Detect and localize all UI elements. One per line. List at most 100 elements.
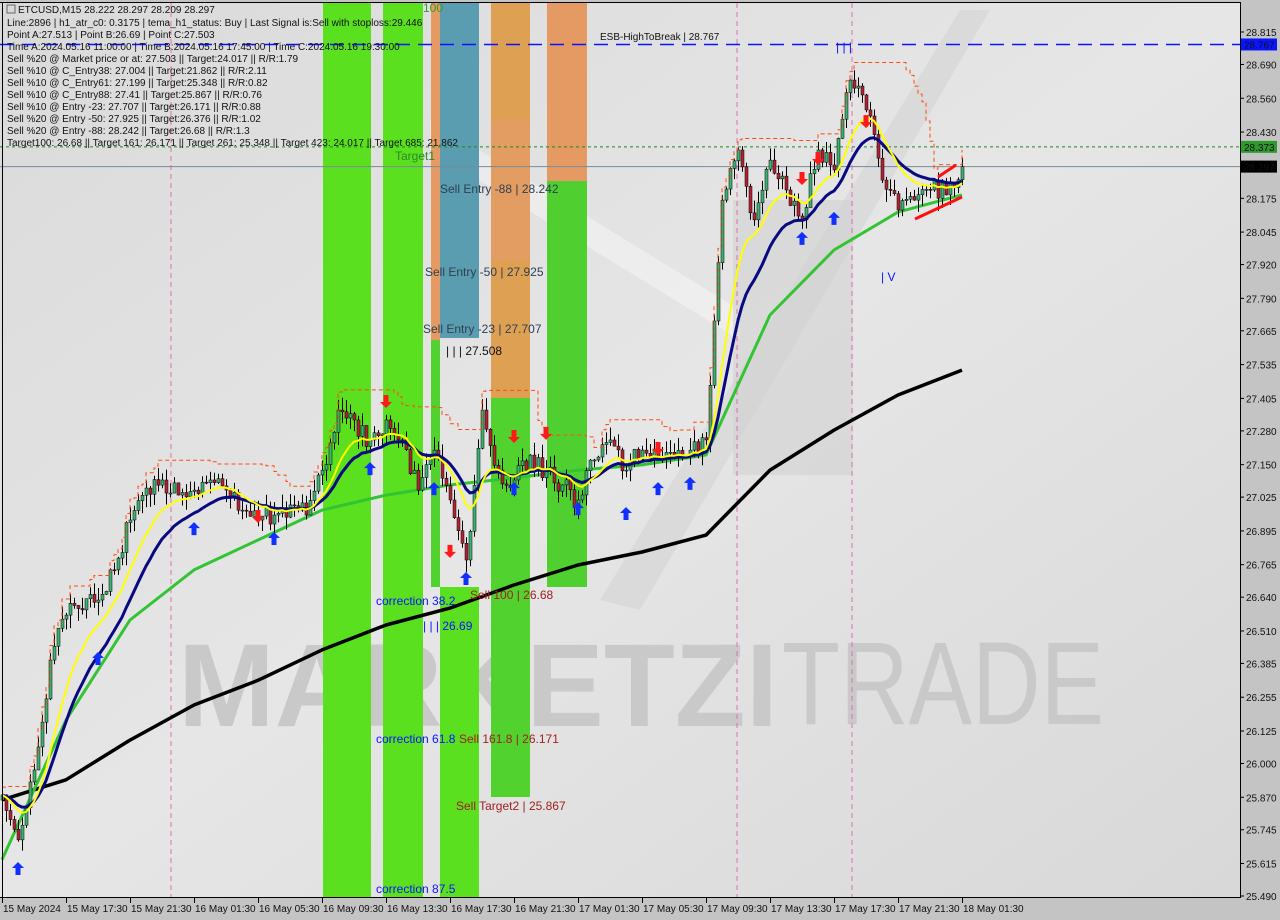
- symbol-icon: [6, 4, 16, 14]
- candle-up: [36, 746, 41, 771]
- sell-161-label: Sell 161.8 | 26.171: [459, 732, 559, 746]
- correction-61-label: correction 61.8: [376, 732, 456, 746]
- target1-label: Target1: [395, 149, 435, 163]
- sell-target2-label: Sell Target2 | 25.867: [456, 799, 566, 813]
- candle-down: [408, 449, 413, 474]
- price-tick-label: 28.815: [1246, 28, 1277, 39]
- candle-up: [336, 409, 341, 433]
- candle-down: [448, 485, 453, 501]
- candle-down: [880, 157, 885, 181]
- candle-down: [860, 85, 865, 96]
- info-line: Sell %20 @ Market price or at: 27.503 ||…: [7, 54, 299, 65]
- green-band: [440, 587, 479, 897]
- price-tick-label: 26.000: [1246, 759, 1277, 770]
- candle-down: [636, 448, 641, 460]
- price-tick-label: 27.405: [1246, 394, 1277, 405]
- info-line: Point A:27.513 | Point B:26.69 | Point C…: [7, 30, 215, 41]
- candle-down: [148, 487, 153, 495]
- candle-up: [120, 552, 125, 559]
- candle-down: [876, 134, 881, 159]
- horizontal-levels: [0, 43, 1240, 168]
- sell-arrow-icon: [652, 441, 664, 455]
- trendline-lower[interactable]: [914, 195, 963, 221]
- candle-up: [100, 593, 105, 601]
- candle-down: [356, 419, 361, 437]
- candle-down: [4, 794, 9, 811]
- candle-up: [848, 79, 853, 93]
- buy-arrow-icon: [796, 231, 808, 245]
- price-axis[interactable]: 28.815 28.690 28.560 28.430 28.175 28.045 27.9…: [1240, 28, 1277, 903]
- correction-87-label: correction 87.5: [376, 882, 456, 896]
- candle-up: [188, 491, 193, 498]
- signal-arrows: [12, 115, 872, 876]
- candle-down: [164, 479, 169, 494]
- buy-arrow-icon: [268, 532, 280, 546]
- candle-up: [40, 721, 45, 748]
- price-tick-label: 27.665: [1246, 327, 1277, 338]
- candle-up: [560, 484, 565, 492]
- candle-up: [320, 469, 325, 476]
- time-tick-label: 15 May 17:30: [67, 904, 128, 915]
- sell-arrow-icon: [508, 430, 520, 444]
- candle-down: [748, 186, 753, 214]
- candle-down: [572, 489, 577, 507]
- candle-up: [132, 510, 137, 521]
- candle-up: [200, 481, 205, 494]
- time-tick-label: 18 May 01:30: [963, 904, 1024, 915]
- buy-arrow-icon: [684, 476, 696, 490]
- watermark-light: TRADE: [782, 618, 1104, 750]
- candle-down: [416, 469, 421, 491]
- price-badge: [1241, 140, 1277, 153]
- candle-down: [248, 510, 253, 517]
- candle-down: [616, 445, 621, 451]
- price-tick-label: 26.765: [1246, 561, 1277, 572]
- candle-down: [204, 481, 209, 484]
- candle-up: [808, 173, 813, 208]
- blue-band: [440, 3, 479, 338]
- info-panel: ETCUSD,M15 28.222 28.297 28.209 28.297 L…: [6, 4, 458, 149]
- trendline-upper[interactable]: [937, 163, 957, 179]
- candle-down: [460, 530, 465, 544]
- candle-down: [92, 594, 97, 603]
- candle-up: [84, 598, 89, 611]
- candle-up: [940, 182, 945, 199]
- info-line: Sell %20 @ Entry -88: 28.242 || Target:2…: [7, 126, 250, 137]
- watermark: MARKETZI TRADE: [178, 618, 1104, 752]
- candle-down: [552, 466, 557, 484]
- candle-down: [212, 479, 217, 483]
- candle-up: [640, 449, 645, 460]
- candle-down: [612, 439, 617, 447]
- price-tick-label: 27.280: [1246, 427, 1277, 438]
- candle-down: [176, 482, 181, 496]
- time-axis[interactable]: 15 May 2024 15 May 17:30 15 May 21:30 16 Ma…: [2, 897, 1025, 915]
- buy-arrow-icon: [12, 862, 24, 876]
- candle-up: [128, 519, 133, 523]
- sell-arrow-icon: [252, 510, 264, 524]
- candle-down: [540, 457, 545, 478]
- candle-up: [88, 594, 93, 599]
- wave-top-label: | | |: [836, 40, 852, 54]
- candle-down: [388, 419, 393, 429]
- wave-iv-label: | V: [881, 270, 895, 284]
- time-tick-label: 16 May 13:30: [387, 904, 448, 915]
- candle-up: [56, 627, 61, 647]
- candle-down: [740, 149, 745, 168]
- price-badge-label: 28.297: [1244, 163, 1275, 174]
- candle-up: [360, 425, 365, 437]
- candle-up: [172, 482, 177, 494]
- candle-up: [536, 457, 541, 469]
- candle-up: [160, 479, 165, 486]
- candle-down: [644, 449, 649, 454]
- candle-down: [524, 460, 529, 471]
- candle-down: [364, 425, 369, 447]
- price-tick-label: 28.430: [1246, 128, 1277, 139]
- candle-down: [444, 477, 449, 486]
- ma-black-line: [1, 368, 963, 802]
- candle-up: [900, 200, 905, 211]
- level-100-label: 100: [423, 1, 443, 15]
- candle-up: [180, 492, 185, 496]
- candle-up: [116, 557, 121, 571]
- green-band: [547, 181, 587, 587]
- candle-up: [472, 485, 477, 532]
